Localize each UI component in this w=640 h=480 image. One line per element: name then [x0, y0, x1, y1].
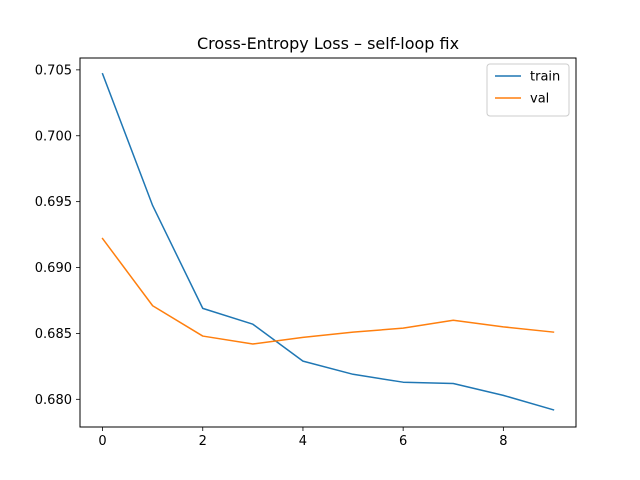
x-tick-label: 8 — [499, 434, 507, 449]
series-line-val — [101, 237, 555, 345]
legend: train val — [486, 63, 570, 117]
x-tick-label: 4 — [299, 434, 307, 449]
legend-label-train: train — [530, 70, 560, 85]
y-tick-label: 0.680 — [35, 393, 72, 408]
legend-label-val: val — [530, 92, 549, 107]
x-tick-label: 0 — [98, 434, 106, 449]
chart-title: Cross-Entropy Loss – self-loop fix — [197, 34, 459, 53]
y-tick-label: 0.690 — [35, 261, 72, 276]
y-tick-label: 0.685 — [35, 327, 72, 342]
legend-box — [486, 63, 570, 117]
plot-frame — [79, 57, 577, 428]
series-line-train — [101, 72, 555, 411]
x-axis: 0 2 4 6 8 — [98, 427, 507, 449]
x-tick-label: 6 — [399, 434, 407, 449]
y-axis: 0.680 0.685 0.690 0.695 0.700 0.705 — [35, 63, 80, 408]
plot-area — [101, 72, 555, 411]
x-tick-label: 2 — [199, 434, 207, 449]
y-tick-label: 0.705 — [35, 63, 72, 78]
y-tick-label: 0.695 — [35, 195, 72, 210]
y-tick-label: 0.700 — [35, 129, 72, 144]
